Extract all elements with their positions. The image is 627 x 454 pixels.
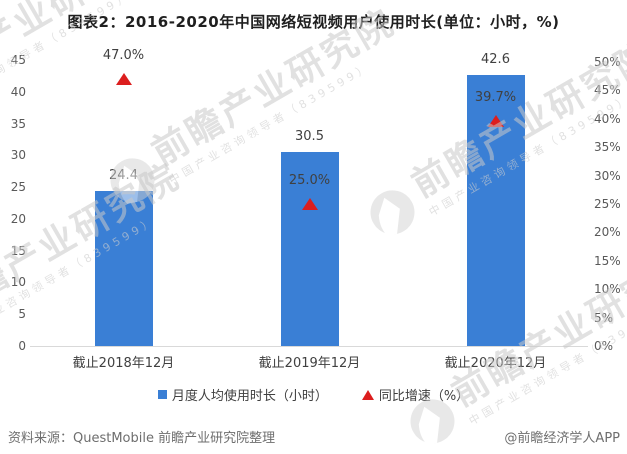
legend: 月度人均使用时长（小时） 同比增速（%） [0, 385, 627, 404]
y-axis-tick-right: 35% [594, 140, 621, 155]
x-axis-label: 截止2019年12月 [258, 356, 361, 371]
y-axis-tick-right: 5% [594, 310, 614, 325]
bar-value-label: 24.4 [109, 167, 138, 183]
y-axis-tick-left: 10 [10, 275, 26, 290]
y-axis-tick-left: 5 [18, 307, 26, 322]
y-axis-tick-left: 35 [10, 116, 26, 131]
chart-title: 图表2：2016-2020年中国网络短视频用户使用时长(单位：小时，%) [67, 13, 560, 31]
y-axis-tick-left: 0 [18, 339, 26, 353]
x-axis-label: 截止2018年12月 [72, 356, 175, 371]
growth-triangle [115, 73, 132, 86]
y-axis-tick-left: 20 [10, 211, 26, 226]
bar [94, 190, 153, 346]
legend-item-hours: 月度人均使用时长（小时） [157, 385, 328, 404]
data-source-text: 资料来源：QuestMobile 前瞻产业研究院整理 [8, 431, 276, 446]
legend-label-growth: 同比增速（%） [378, 389, 470, 404]
y-axis-tick-left: 25 [10, 180, 26, 195]
y-axis-tick-left: 15 [10, 243, 26, 258]
bar [280, 152, 339, 346]
growth-triangle [487, 114, 504, 127]
credit-text: @前瞻经济学人APP [504, 431, 620, 446]
y-axis-tick-right: 45% [594, 83, 621, 98]
y-axis-tick-right: 0% [594, 339, 614, 353]
legend-label-hours: 月度人均使用时长（小时） [171, 389, 328, 404]
y-axis-tick-right: 50% [594, 55, 621, 69]
x-axis-line [30, 346, 588, 347]
growth-value-label: 39.7% [474, 89, 517, 105]
y-axis-tick-right: 20% [594, 225, 621, 240]
triangle-series-swatch-icon [361, 389, 374, 400]
y-axis-tick-right: 25% [594, 197, 621, 211]
legend-item-growth: 同比增速（%） [361, 385, 470, 404]
growth-value-label: 47.0% [102, 48, 145, 64]
y-axis-tick-right: 15% [594, 253, 621, 268]
y-axis-tick-right: 10% [594, 282, 621, 297]
y-axis-tick-right: 30% [594, 168, 621, 183]
growth-triangle [301, 198, 318, 210]
bar-series-swatch-icon [157, 390, 167, 399]
y-axis-tick-left: 45 [10, 53, 26, 67]
bar-value-label: 42.6 [481, 52, 510, 68]
growth-value-label: 25.0% [288, 173, 331, 188]
y-axis-tick-left: 30 [10, 148, 26, 163]
bar-value-label: 30.5 [295, 129, 324, 145]
y-axis-tick-right: 40% [594, 111, 621, 126]
x-axis-label: 截止2020年12月 [444, 356, 547, 371]
y-axis-tick-left: 40 [10, 84, 26, 99]
